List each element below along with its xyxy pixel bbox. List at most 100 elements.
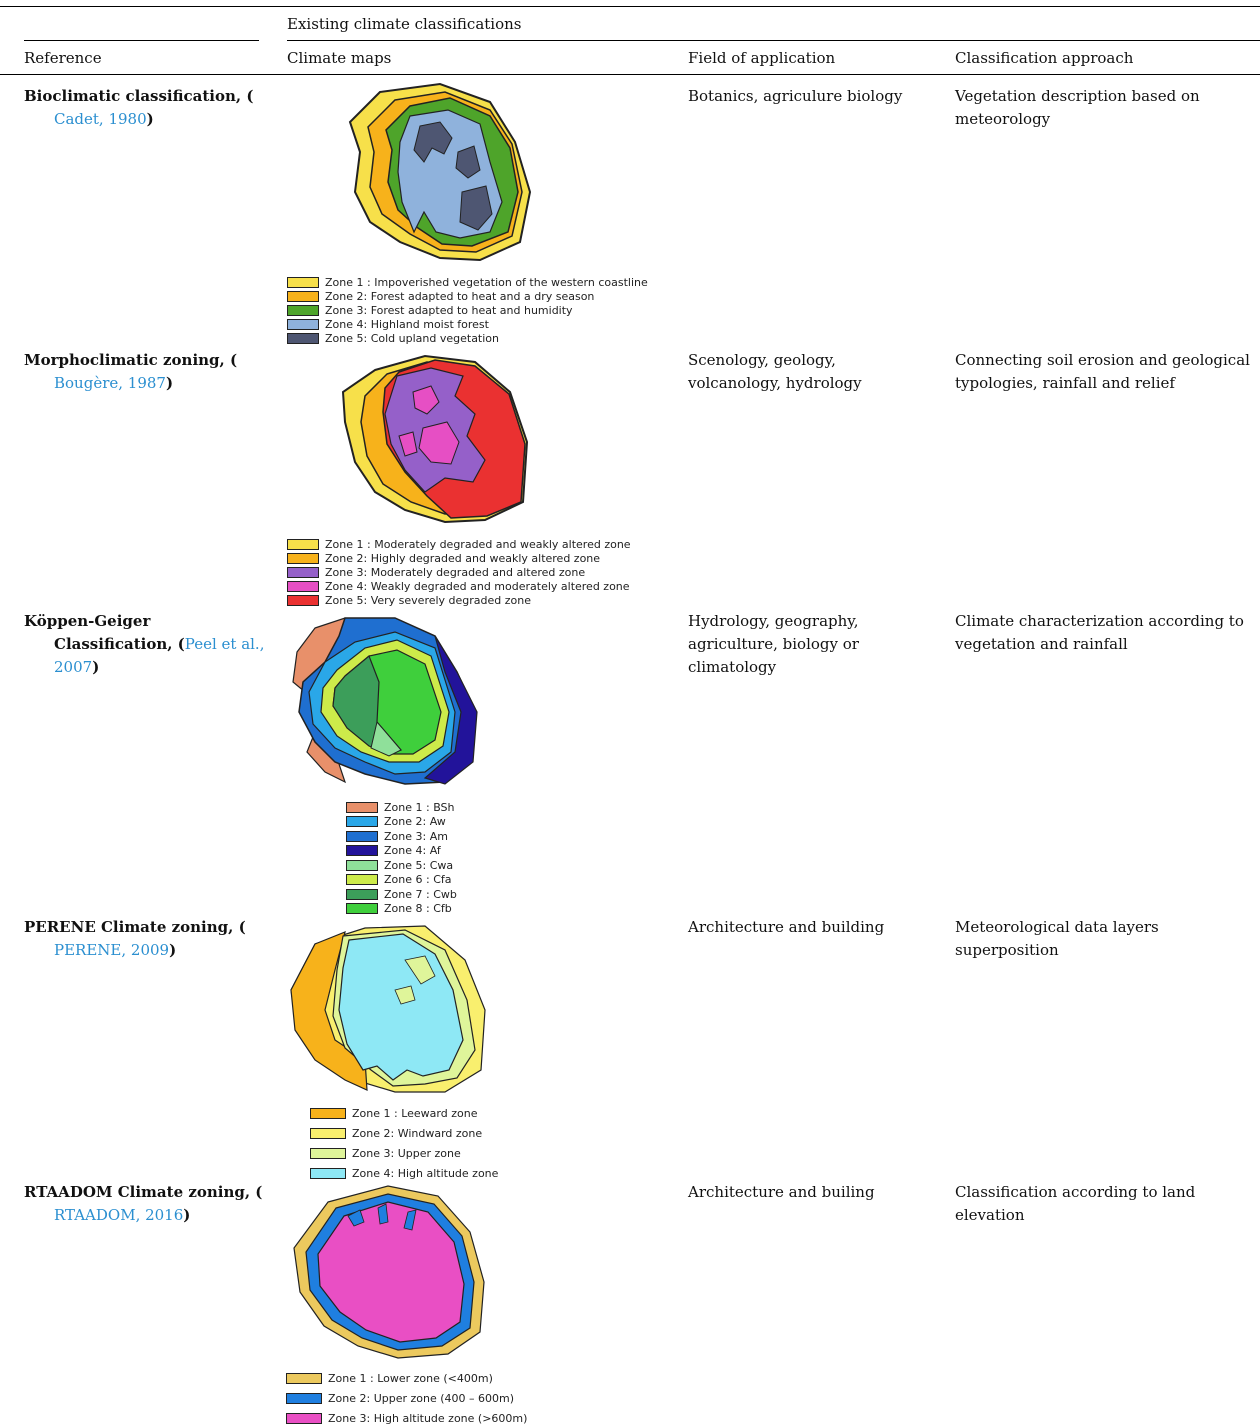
row-approach: Connecting soil erosion and geological t… xyxy=(955,351,1250,392)
legend-item: Zone 6 : Cfa xyxy=(346,873,457,888)
column-header-reference: Reference xyxy=(24,49,102,67)
legend-label: Zone 1 : BSh xyxy=(384,800,455,814)
citation-link-cont[interactable]: 2007 xyxy=(54,658,93,676)
legend-item: Zone 2: Highly degraded and weakly alter… xyxy=(287,551,631,565)
koppen-geiger-map xyxy=(292,617,478,785)
legend-label: Zone 2: Aw xyxy=(384,815,446,829)
row-reference: Morphoclimatic zoning, ( Bougère, 1987) xyxy=(24,349,274,395)
legend-swatch xyxy=(287,538,319,550)
legend: Zone 1 : Impoverished vegetation of the … xyxy=(287,275,648,345)
legend: Zone 1 : Moderately degraded and weakly … xyxy=(287,537,631,607)
legend-label: Zone 4: High altitude zone xyxy=(352,1166,499,1180)
bioclimatic-map xyxy=(348,82,532,262)
legend-swatch xyxy=(346,816,378,828)
legend-label: Zone 4: Weakly degraded and moderately a… xyxy=(325,579,630,593)
legend-item: Zone 2: Aw xyxy=(346,815,457,830)
row-reference: PERENE Climate zoning, ( PERENE, 2009) xyxy=(24,916,274,962)
legend: Zone 1 : Lower zone (<400m) Zone 2: Uppe… xyxy=(286,1368,527,1428)
legend-label: Zone 3: Am xyxy=(384,829,448,843)
legend-label: Zone 3: Moderately degraded and altered … xyxy=(325,565,586,579)
legend-item: Zone 4: High altitude zone xyxy=(310,1163,498,1183)
citation-link[interactable]: Cadet, 1980 xyxy=(54,110,147,128)
column-header-field: Field of application xyxy=(688,49,836,67)
row-field: Architecture and builing xyxy=(688,1183,875,1201)
legend-item: Zone 3: Moderately degraded and altered … xyxy=(287,565,631,579)
group-title: Existing climate classifications xyxy=(287,15,522,33)
rtaadom-map xyxy=(293,1185,485,1359)
legend-label: Zone 1 : Impoverished vegetation of the … xyxy=(325,275,648,289)
legend-label: Zone 3: Forest adapted to heat and humid… xyxy=(325,303,573,317)
citation-link[interactable]: Peel et al., xyxy=(184,635,265,653)
legend-label: Zone 5: Cwa xyxy=(384,858,454,872)
legend-swatch xyxy=(286,1372,322,1384)
citation-link[interactable]: RTAADOM, 2016 xyxy=(54,1206,184,1224)
row-title: Köppen-Geiger xyxy=(24,612,151,630)
column-header-maps: Climate maps xyxy=(287,49,392,67)
reference-header-rule xyxy=(24,40,259,41)
legend-swatch xyxy=(310,1147,346,1159)
legend-label: Zone 1 : Moderately degraded and weakly … xyxy=(325,537,631,551)
legend-swatch xyxy=(287,580,319,592)
legend-item: Zone 1 : BSh xyxy=(346,800,457,815)
legend-label: Zone 6 : Cfa xyxy=(384,873,452,887)
legend: Zone 1 : BSh Zone 2: Aw Zone 3: Am Zone … xyxy=(346,800,457,916)
row-approach: Vegetation description based on meteorol… xyxy=(955,87,1200,128)
citation-close: ) xyxy=(92,658,100,676)
legend-swatch xyxy=(287,594,319,606)
legend-swatch xyxy=(287,304,319,316)
legend-swatch xyxy=(287,566,319,578)
legend-swatch xyxy=(287,276,319,288)
row-reference: Bioclimatic classification, ( Cadet, 198… xyxy=(24,85,274,131)
legend-item: Zone 2: Forest adapted to heat and a dry… xyxy=(287,289,648,303)
row-title: RTAADOM Climate zoning, ( xyxy=(24,1183,263,1201)
citation-close: ) xyxy=(146,110,154,128)
legend-swatch xyxy=(287,552,319,564)
legend-item: Zone 4: Af xyxy=(346,844,457,859)
legend-item: Zone 5: Cwa xyxy=(346,858,457,873)
legend-swatch xyxy=(310,1167,346,1179)
legend-item: Zone 3: Upper zone xyxy=(310,1143,498,1163)
row-title: Morphoclimatic zoning, ( xyxy=(24,351,238,369)
legend-swatch xyxy=(346,888,378,900)
perene-map xyxy=(290,925,486,1093)
legend-item: Zone 5: Very severely degraded zone xyxy=(287,593,631,607)
row-reference: RTAADOM Climate zoning, ( RTAADOM, 2016) xyxy=(24,1181,274,1227)
legend-item: Zone 2: Upper zone (400 – 600m) xyxy=(286,1388,527,1408)
legend-item: Zone 1 : Impoverished vegetation of the … xyxy=(287,275,648,289)
row-approach: Classification according to land elevati… xyxy=(955,1183,1196,1224)
row-field: Hydrology, geography, agriculture, biolo… xyxy=(688,612,859,676)
citation-close: ) xyxy=(165,374,174,392)
legend-swatch xyxy=(346,874,378,886)
legend-label: Zone 7 : Cwb xyxy=(384,887,457,901)
legend-swatch xyxy=(346,830,378,842)
legend-item: Zone 5: Cold upland vegetation xyxy=(287,331,648,345)
legend-item: Zone 1 : Leeward zone xyxy=(310,1103,498,1123)
legend-swatch xyxy=(346,801,378,813)
legend: Zone 1 : Leeward zone Zone 2: Windward z… xyxy=(310,1103,498,1183)
legend-item: Zone 1 : Lower zone (<400m) xyxy=(286,1368,527,1388)
legend-swatch xyxy=(310,1107,346,1119)
legend-swatch xyxy=(346,859,378,871)
legend-label: Zone 5: Very severely degraded zone xyxy=(325,593,532,607)
row-field: Scenology, geology, volcanology, hydrolo… xyxy=(688,351,862,392)
row-field: Botanics, agriculure biology xyxy=(688,87,903,105)
legend-item: Zone 4: Highland moist forest xyxy=(287,317,648,331)
legend-swatch xyxy=(310,1127,346,1139)
legend-label: Zone 3: High altitude zone (>600m) xyxy=(328,1411,528,1425)
legend-item: Zone 3: High altitude zone (>600m) xyxy=(286,1408,527,1428)
row-reference: Köppen-Geiger Classification, (Peel et a… xyxy=(24,610,274,679)
citation-link[interactable]: PERENE, 2009 xyxy=(54,941,170,959)
legend-label: Zone 4: Highland moist forest xyxy=(325,317,489,331)
row-approach: Climate characterization according to ve… xyxy=(955,612,1244,653)
row-title-cont: Classification, ( xyxy=(54,635,185,653)
citation-close: ) xyxy=(183,1206,191,1224)
citation-close: ) xyxy=(169,941,177,959)
legend-label: Zone 4: Af xyxy=(384,844,441,858)
citation-link[interactable]: Bougère, 1987 xyxy=(54,374,166,392)
legend-item: Zone 4: Weakly degraded and moderately a… xyxy=(287,579,631,593)
legend-item: Zone 7 : Cwb xyxy=(346,887,457,902)
group-header-rule xyxy=(287,40,1260,41)
legend-label: Zone 2: Highly degraded and weakly alter… xyxy=(325,551,601,565)
legend-swatch xyxy=(287,318,319,330)
legend-label: Zone 3: Upper zone xyxy=(352,1146,461,1160)
